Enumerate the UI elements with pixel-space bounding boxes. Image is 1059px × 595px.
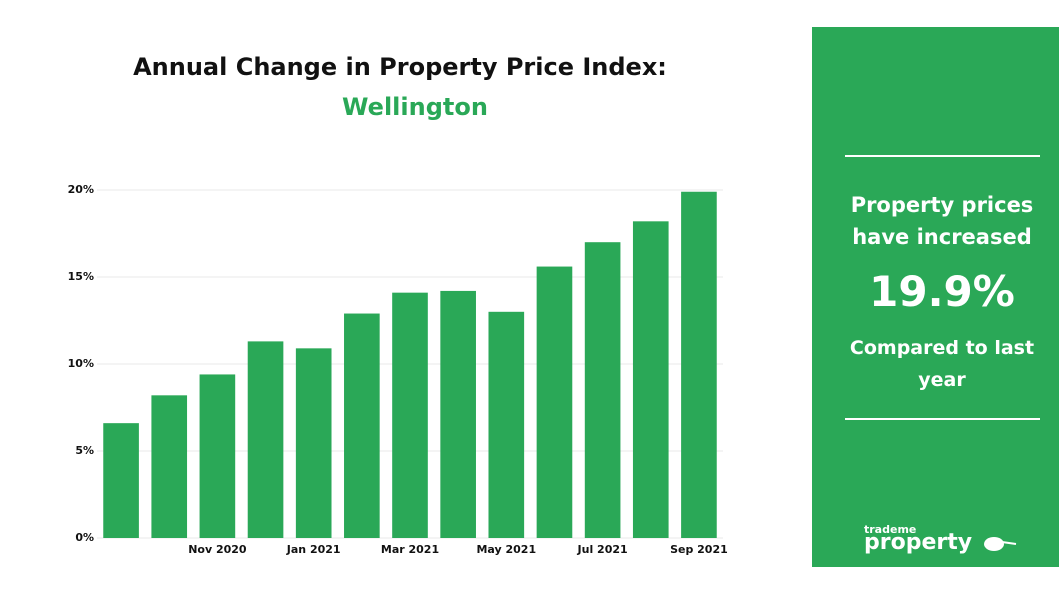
x-tick-label: Jan 2021 <box>286 543 341 556</box>
bar <box>103 423 139 538</box>
y-tick-label: 0% <box>75 531 94 544</box>
bar <box>392 292 428 538</box>
bar <box>584 242 621 538</box>
bar <box>632 221 669 538</box>
divider <box>845 418 1040 420</box>
panel-heading: Property prices have increased <box>850 193 1034 249</box>
y-tick-label: 5% <box>75 444 94 457</box>
chart-subtitle: Wellington <box>342 93 488 121</box>
bar <box>681 191 717 539</box>
panel-footer: Compared to last year <box>849 337 1035 391</box>
bar <box>536 266 573 538</box>
x-tick-label: Mar 2021 <box>381 543 439 556</box>
x-tick-label: Nov 2020 <box>188 543 247 556</box>
logo-bird <box>984 537 1017 551</box>
chart-title: Annual Change in Property Price Index: <box>133 53 667 81</box>
bar <box>295 348 332 538</box>
y-tick-label: 20% <box>68 183 94 196</box>
chart: Annual Change in Property Price Index: W… <box>68 53 728 556</box>
bar <box>199 374 236 538</box>
x-tick-label: Sep 2021 <box>670 543 728 556</box>
logo-small: trademe <box>864 523 917 536</box>
bar <box>151 395 188 538</box>
bar <box>247 341 284 538</box>
y-tick-label: 15% <box>68 270 94 283</box>
bar <box>440 290 476 538</box>
x-tick-label: Jul 2021 <box>577 543 628 556</box>
logo-large: property <box>864 530 973 555</box>
y-tick-label: 10% <box>68 357 94 370</box>
summary-panel: Property prices have increased 19.9% Com… <box>812 27 1059 567</box>
bar <box>488 311 525 538</box>
panel-figure: 19.9% <box>869 267 1015 316</box>
divider <box>845 155 1040 157</box>
x-tick-label: May 2021 <box>476 543 536 556</box>
bar <box>344 313 380 538</box>
